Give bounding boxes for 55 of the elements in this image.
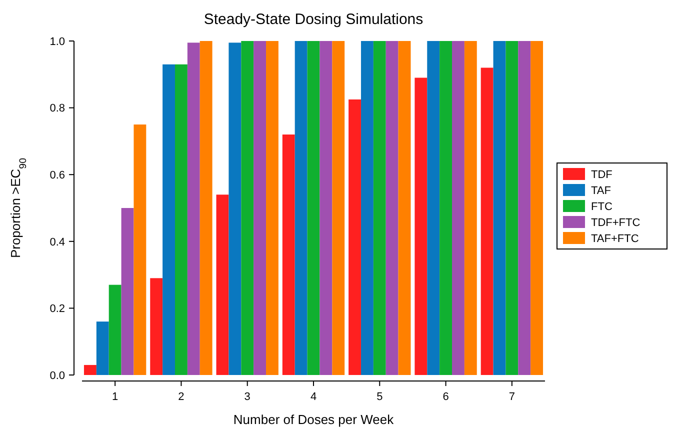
x-tick-label: 6: [442, 391, 449, 403]
bar: [373, 41, 386, 375]
x-tick-label: 2: [178, 391, 184, 403]
bar: [200, 41, 212, 375]
bar: [134, 124, 146, 375]
bar: [493, 41, 506, 375]
bar: [96, 322, 109, 375]
legend-label: TAF: [591, 185, 612, 197]
bar: [506, 41, 518, 375]
bar: [360, 41, 374, 375]
bar: [228, 42, 242, 375]
bar: [530, 41, 544, 375]
bar: [348, 99, 361, 375]
bar: [464, 41, 477, 375]
bar: [150, 278, 163, 375]
y-tick-label: 0.2: [50, 303, 65, 316]
bar: [332, 41, 345, 375]
bar: [254, 41, 266, 375]
legend-label: TDF: [591, 169, 613, 181]
y-tick-label: 0.0: [50, 370, 65, 382]
bar: [241, 41, 254, 375]
x-tick-label: 7: [508, 391, 515, 403]
bar: [187, 42, 200, 375]
bar: [108, 284, 122, 375]
bar: [414, 78, 428, 375]
y-tick-label: 0.6: [50, 169, 65, 182]
bar: [518, 41, 531, 375]
chart-title: Steady-State Dosing Simulations: [204, 11, 424, 28]
x-tick-label: 3: [244, 391, 250, 403]
bar: [480, 68, 494, 375]
bar: [440, 41, 452, 375]
legend-label: TAF+FTC: [591, 233, 639, 245]
legend-label: TDF+FTC: [591, 217, 640, 229]
x-tick-label: 5: [376, 391, 383, 403]
x-tick-label: 1: [112, 391, 118, 403]
bar: [282, 134, 295, 375]
bar: [452, 41, 464, 375]
bar: [427, 41, 440, 375]
x-axis-title: Number of Doses per Week: [233, 412, 394, 427]
bar: [398, 41, 411, 375]
bar: [162, 64, 175, 375]
legend-label: FTC: [591, 201, 612, 213]
bar: [216, 194, 229, 375]
y-tick-label: 1.0: [50, 36, 65, 48]
bar: [386, 41, 398, 375]
bar: [174, 64, 188, 375]
y-tick-label: 0.4: [50, 236, 65, 248]
bar: [84, 364, 96, 375]
bar: [307, 41, 320, 375]
bar: [294, 41, 308, 375]
bar: [121, 208, 134, 375]
y-tick-label: 0.8: [50, 102, 65, 115]
bar: [320, 41, 332, 375]
x-tick-label: 4: [310, 391, 317, 403]
bar: [266, 41, 278, 375]
